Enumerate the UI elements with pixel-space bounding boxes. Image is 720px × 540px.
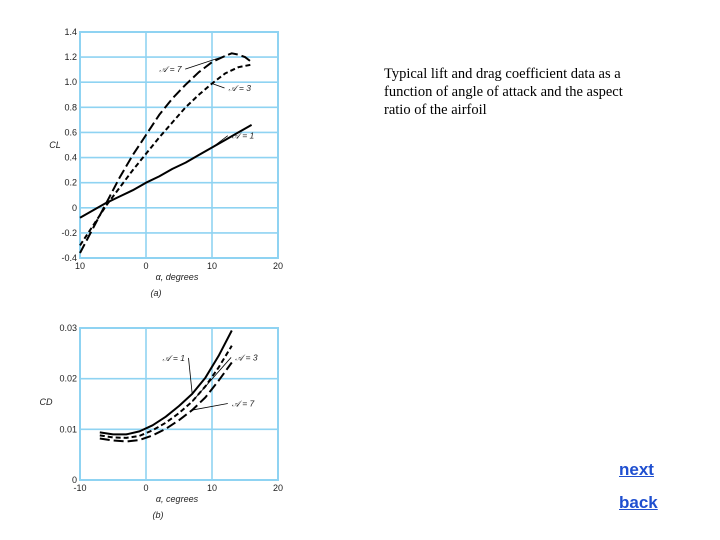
x-tick-label: 0: [143, 261, 148, 271]
x-tick-label: -10: [73, 483, 86, 493]
y-tick-label: 0.01: [59, 424, 77, 434]
y-tick-label: 0: [72, 475, 77, 485]
annotation-leader: [188, 357, 193, 394]
annotation-label: 𝒜 = 7: [232, 399, 255, 409]
y-tick-label: 0.03: [59, 323, 77, 333]
y-tick-label: -0.4: [61, 253, 77, 263]
y-tick-label: 1.2: [64, 52, 77, 62]
panel-label: (b): [153, 510, 164, 520]
panel-label: (a): [151, 288, 162, 298]
series-line: [79, 63, 252, 246]
x-axis-label: α, cegrees: [156, 494, 199, 504]
next-link[interactable]: next: [619, 460, 654, 479]
x-axis-label: α, degrees: [156, 272, 199, 282]
annotation-label: 𝒜 = 3: [229, 83, 252, 93]
plot-frame: [79, 31, 279, 259]
y-tick-label: -0.2: [61, 228, 77, 238]
y-tick-label: 0.2: [64, 178, 77, 188]
series-line: [99, 330, 233, 436]
annotation-label: 𝒜 = 7: [159, 64, 182, 74]
series-line: [79, 52, 253, 254]
annotation-leader: [191, 357, 232, 402]
y-tick-label: 0: [72, 203, 77, 213]
x-tick-label: 20: [273, 261, 283, 271]
y-tick-label: 0.8: [64, 102, 77, 112]
plot-frame: [79, 327, 279, 481]
y-tick-label: 1.0: [64, 77, 77, 87]
x-tick-label: 0: [143, 483, 148, 493]
lift-coefficient-chart: 10 0 10 20 -0.4 -0.2 0 0.2 0.4 0.6 0.8 1.0 1.2 1.4 α, …: [49, 27, 283, 298]
series-line: [79, 124, 253, 219]
series-line: [99, 361, 233, 443]
y-axis-label: CL: [49, 140, 61, 150]
annotation-label: 𝒜 = 1: [232, 131, 255, 141]
annotation-leader: [211, 135, 229, 148]
annotation-label: 𝒜 = 1: [163, 353, 186, 363]
x-tick-label: 10: [207, 261, 217, 271]
annotation-leader: [192, 403, 228, 411]
y-tick-label: 0.6: [64, 127, 77, 137]
x-tick-label: 10: [207, 483, 217, 493]
y-tick-label: 0.02: [59, 374, 77, 384]
annotation-leader: [185, 55, 226, 70]
y-tick-label: 1.4: [64, 27, 77, 37]
y-axis-label: CD: [40, 397, 53, 407]
x-tick-label: 20: [273, 483, 283, 493]
x-tick-label: 10: [75, 261, 85, 271]
annotation-leader: [211, 83, 225, 89]
figure-caption: Typical lift and drag coefficient data a…: [384, 66, 623, 118]
annotation-label: 𝒜 = 3: [235, 352, 258, 362]
back-link[interactable]: back: [619, 493, 658, 512]
series-line: [99, 345, 233, 439]
y-tick-label: 0.4: [64, 153, 77, 163]
